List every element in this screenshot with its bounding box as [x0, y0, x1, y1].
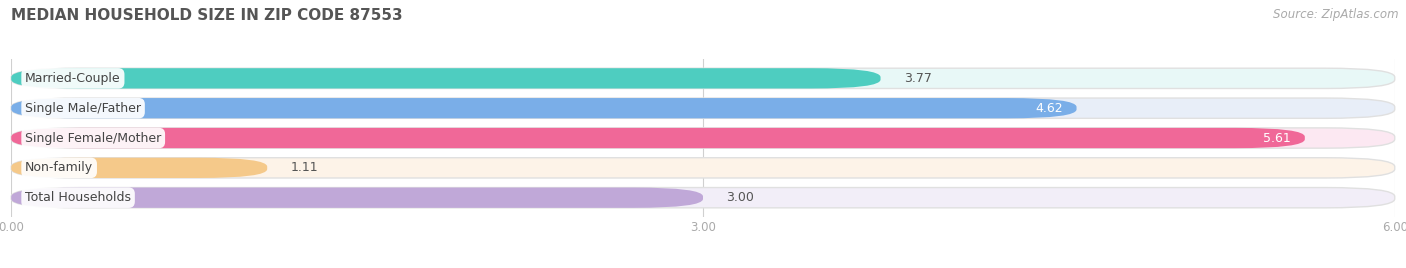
FancyBboxPatch shape	[11, 98, 1395, 118]
FancyBboxPatch shape	[11, 68, 1395, 88]
FancyBboxPatch shape	[11, 188, 703, 208]
Text: Non-family: Non-family	[25, 161, 93, 174]
FancyBboxPatch shape	[11, 188, 1395, 208]
Text: Single Female/Mother: Single Female/Mother	[25, 132, 162, 144]
Text: 3.00: 3.00	[725, 191, 754, 204]
Text: Married-Couple: Married-Couple	[25, 72, 121, 85]
Text: Source: ZipAtlas.com: Source: ZipAtlas.com	[1274, 8, 1399, 21]
Text: Total Households: Total Households	[25, 191, 131, 204]
FancyBboxPatch shape	[11, 128, 1395, 148]
Text: 5.61: 5.61	[1263, 132, 1291, 144]
Text: 1.11: 1.11	[290, 161, 318, 174]
Text: 3.77: 3.77	[904, 72, 932, 85]
Text: 4.62: 4.62	[1035, 102, 1063, 115]
FancyBboxPatch shape	[11, 68, 880, 88]
FancyBboxPatch shape	[11, 158, 267, 178]
Text: Single Male/Father: Single Male/Father	[25, 102, 141, 115]
Text: MEDIAN HOUSEHOLD SIZE IN ZIP CODE 87553: MEDIAN HOUSEHOLD SIZE IN ZIP CODE 87553	[11, 8, 404, 23]
FancyBboxPatch shape	[11, 158, 1395, 178]
FancyBboxPatch shape	[11, 98, 1077, 118]
FancyBboxPatch shape	[11, 128, 1305, 148]
